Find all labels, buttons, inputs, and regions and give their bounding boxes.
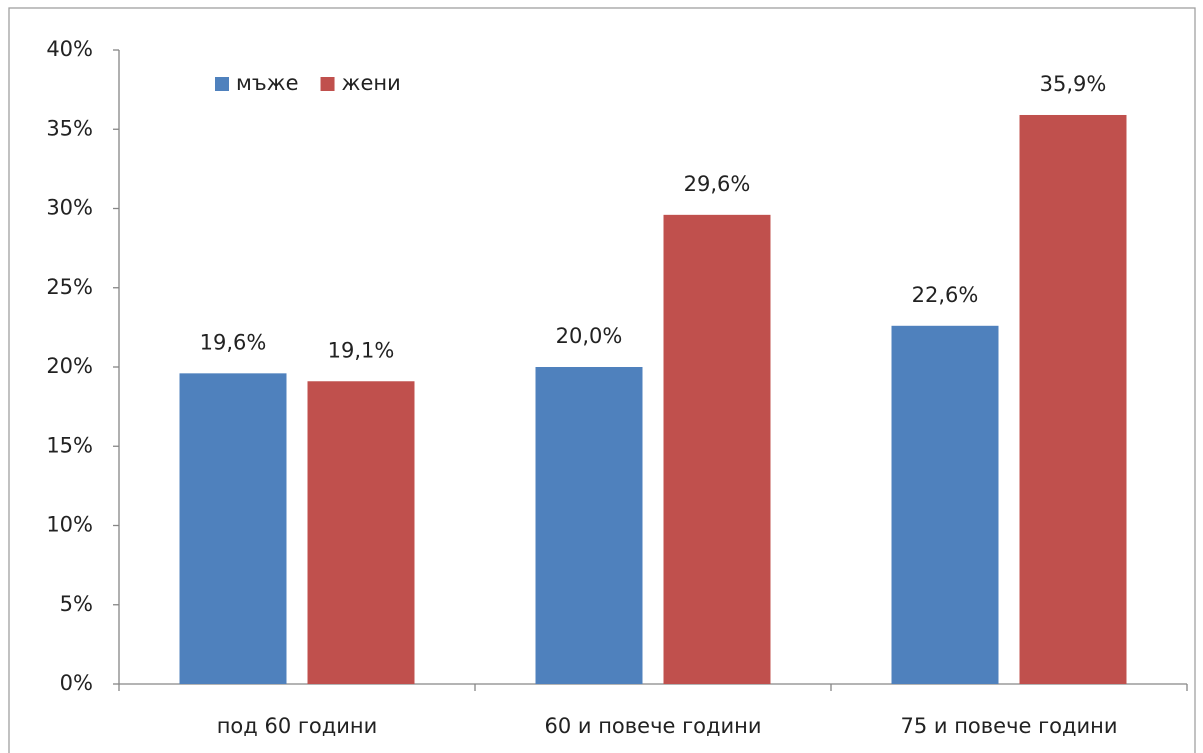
bar [179,373,287,684]
y-tick-label: 35% [46,116,93,140]
value-label: 22,6% [912,283,979,307]
x-tick-label: 60 и повече години [544,714,761,738]
bar [307,381,415,684]
y-tick-label: 0% [60,671,93,695]
y-tick-label: 15% [46,433,93,457]
value-label: 29,6% [684,172,751,196]
bar [535,367,643,684]
bar [1019,114,1127,685]
value-label: 35,9% [1040,72,1107,96]
legend-swatch [215,77,229,91]
x-tick-label: под 60 години [217,714,378,738]
y-tick-label: 20% [46,354,93,378]
value-label: 20,0% [556,324,623,348]
bar [891,325,999,684]
legend-swatch [320,77,335,91]
y-tick-label: 25% [46,275,93,299]
y-tick-label: 5% [60,592,93,616]
value-label: 19,6% [200,330,267,354]
bar [663,214,771,684]
y-tick-label: 40% [46,37,93,61]
legend-label: жени [342,71,401,95]
legend-label: мъже [236,71,299,95]
y-tick-label: 30% [46,196,93,220]
x-tick-label: 75 и повече години [900,714,1117,738]
value-label: 19,1% [328,338,395,362]
y-tick-label: 10% [46,513,93,537]
